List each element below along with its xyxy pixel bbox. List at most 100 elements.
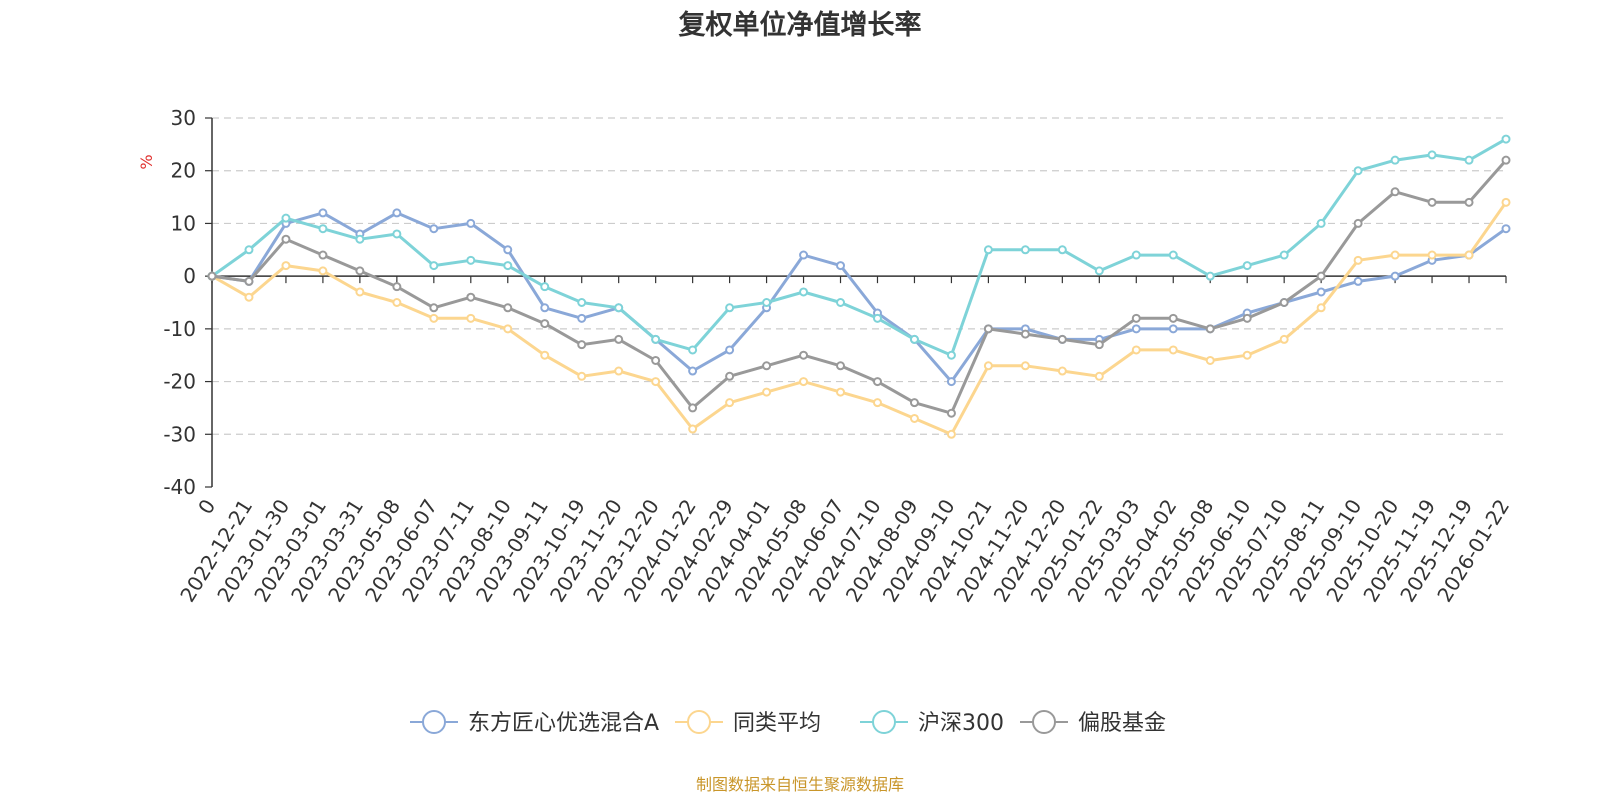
- legend-item[interactable]: 东方匠心优选混合A: [410, 710, 659, 736]
- series-1: [207, 197, 1511, 439]
- data-point: [466, 292, 476, 302]
- data-point: [429, 261, 439, 271]
- data-point: [429, 313, 439, 323]
- data-point: [836, 298, 846, 307]
- data-point: [392, 298, 402, 307]
- data-point: [1279, 298, 1289, 307]
- data-point: [614, 303, 624, 313]
- data-point: [577, 340, 587, 350]
- data-point: [318, 224, 328, 234]
- data-point: [392, 229, 402, 239]
- data-point: [355, 234, 365, 244]
- data-point: [1094, 371, 1104, 381]
- data-point: [281, 261, 291, 271]
- data-point: [651, 377, 661, 387]
- data-point: [318, 266, 328, 276]
- data-point: [762, 298, 772, 307]
- data-point: [614, 334, 624, 344]
- series-3: [207, 155, 1511, 418]
- data-point: [466, 313, 476, 323]
- series-line: [211, 159, 1508, 415]
- data-point: [836, 261, 846, 271]
- data-point: [540, 303, 550, 313]
- data-point: [614, 366, 624, 376]
- data-point: [1316, 218, 1326, 228]
- data-point: [762, 361, 772, 371]
- data-point: [725, 303, 735, 313]
- data-point: [466, 218, 476, 228]
- data-point: [1057, 366, 1067, 376]
- data-point: [1501, 224, 1511, 234]
- data-point: [1205, 355, 1215, 365]
- data-point: [688, 403, 698, 413]
- data-point: [540, 319, 550, 329]
- legend-item[interactable]: 偏股基金: [1020, 710, 1166, 736]
- data-point: [392, 282, 402, 292]
- data-point: [466, 255, 476, 265]
- data-point: [1168, 345, 1178, 355]
- data-point: [1205, 324, 1215, 334]
- data-point: [799, 287, 809, 297]
- y-tick-label: -40: [163, 475, 196, 499]
- legend-label: 同类平均: [733, 711, 821, 736]
- data-point: [1131, 313, 1141, 323]
- data-point: [725, 398, 735, 408]
- data-point: [946, 350, 956, 360]
- data-point: [1020, 361, 1030, 371]
- data-point: [1390, 155, 1400, 165]
- data-point: [799, 350, 809, 360]
- data-point: [1316, 271, 1326, 281]
- data-point: [983, 245, 993, 255]
- data-point: [688, 424, 698, 434]
- data-point: [1020, 245, 1030, 255]
- data-point: [1131, 250, 1141, 260]
- legend-item[interactable]: 同类平均: [675, 710, 821, 736]
- y-tick-label: -20: [163, 370, 196, 394]
- data-point: [1242, 261, 1252, 271]
- data-point: [799, 250, 809, 260]
- legend-marker-icon: [422, 710, 446, 734]
- legend-label: 偏股基金: [1078, 711, 1166, 736]
- data-point: [1353, 255, 1363, 265]
- data-point: [1242, 350, 1252, 360]
- data-point: [909, 398, 919, 408]
- data-point: [1131, 324, 1141, 334]
- data-point: [909, 413, 919, 423]
- data-source-note: 制图数据来自恒生聚源数据库: [696, 775, 904, 794]
- data-point: [946, 429, 956, 439]
- legend-marker-icon: [687, 710, 711, 734]
- data-point: [392, 208, 402, 218]
- data-point: [1242, 313, 1252, 323]
- data-point: [503, 303, 513, 313]
- data-point: [872, 377, 882, 387]
- x-tick-labels: 02022-12-212023-01-302023-03-012023-03-3…: [175, 495, 1514, 606]
- data-point: [281, 234, 291, 244]
- x-tick-label: 0: [193, 495, 220, 519]
- series-2: [207, 134, 1511, 360]
- data-point: [651, 355, 661, 365]
- data-point: [503, 261, 513, 271]
- legend-marker-icon: [872, 710, 896, 734]
- data-point: [577, 313, 587, 323]
- chart-title: 复权单位净值增长率: [679, 9, 922, 41]
- data-point: [244, 276, 254, 286]
- data-point: [1390, 187, 1400, 197]
- legend[interactable]: 东方匠心优选混合A 同类平均 沪深300 偏股基金: [410, 710, 1166, 736]
- data-point: [1057, 334, 1067, 344]
- data-point: [1094, 266, 1104, 276]
- data-point: [318, 250, 328, 260]
- data-point: [1168, 324, 1178, 334]
- legend-item[interactable]: 沪深300: [860, 710, 1004, 736]
- data-point: [318, 208, 328, 218]
- data-point: [836, 387, 846, 397]
- data-point: [355, 287, 365, 297]
- data-point: [1353, 276, 1363, 286]
- data-point: [355, 266, 365, 276]
- data-point: [1501, 197, 1511, 207]
- data-point: [503, 245, 513, 255]
- legend-label: 沪深300: [918, 711, 1004, 736]
- data-point: [1427, 197, 1437, 207]
- y-tick-label: -10: [163, 317, 196, 341]
- data-point: [872, 398, 882, 408]
